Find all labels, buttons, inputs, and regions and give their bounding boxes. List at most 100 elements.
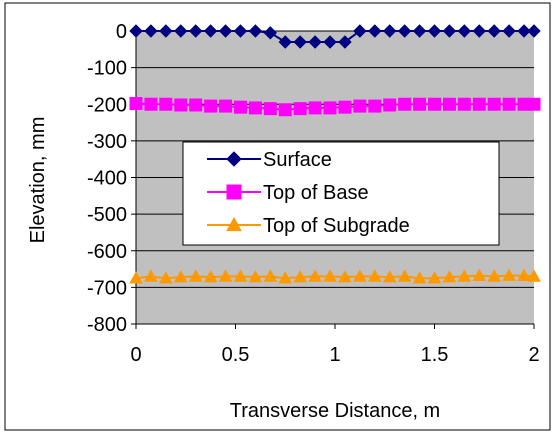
- legend-marker: [226, 184, 242, 200]
- data-point: [527, 97, 541, 111]
- legend-label: Surface: [263, 149, 332, 171]
- data-point: [248, 101, 262, 115]
- data-point: [233, 269, 248, 282]
- data-point: [248, 270, 263, 283]
- data-point: [382, 270, 397, 283]
- data-point: [188, 24, 203, 38]
- data-point: [502, 268, 516, 281]
- data-point: [472, 24, 486, 38]
- legend-label: Top of Subgrade: [263, 215, 410, 237]
- data-point: [442, 270, 457, 283]
- data-point: [204, 99, 218, 113]
- y-tick-label: -400: [87, 168, 127, 190]
- data-point: [338, 100, 352, 114]
- data-point: [308, 269, 322, 282]
- data-point: [263, 102, 277, 116]
- y-tick-label: -200: [87, 94, 127, 116]
- x-tick-label: 0.5: [222, 344, 250, 366]
- data-point: [293, 102, 307, 116]
- data-point: [472, 97, 486, 111]
- data-point: [233, 24, 248, 38]
- data-point: [278, 35, 292, 49]
- data-point: [233, 100, 247, 114]
- series-line: [136, 30, 534, 43]
- data-point: [527, 24, 541, 38]
- data-point: [218, 24, 233, 38]
- data-point: [129, 24, 143, 38]
- data-point: [129, 271, 143, 284]
- series-line: [135, 274, 535, 280]
- data-point: [487, 24, 501, 38]
- data-point: [218, 269, 233, 282]
- data-point: [412, 24, 427, 38]
- data-point: [457, 97, 471, 111]
- data-point: [278, 103, 292, 117]
- y-tick-label: -500: [87, 204, 127, 226]
- data-point: [278, 271, 293, 284]
- data-point: [308, 35, 322, 49]
- series-top-of-subgrade: [129, 268, 541, 284]
- y-tick-label: -100: [87, 58, 127, 80]
- data-point: [502, 24, 516, 38]
- data-point: [398, 97, 412, 111]
- data-point: [413, 97, 427, 111]
- data-point: [457, 24, 472, 38]
- legend-entry: Top of Subgrade: [207, 215, 410, 237]
- data-point: [323, 101, 337, 115]
- data-point: [487, 269, 502, 282]
- data-point: [174, 24, 188, 38]
- data-point: [323, 35, 337, 49]
- data-point: [367, 269, 382, 282]
- x-tick-label: 1: [329, 344, 340, 366]
- y-axis-title: Elevation, mm: [27, 117, 49, 244]
- y-tick-label: -300: [87, 131, 127, 153]
- data-point: [427, 24, 442, 38]
- legend-entry: Top of Base: [207, 182, 369, 204]
- x-tick-label: 0: [130, 344, 141, 366]
- data-point: [502, 97, 516, 111]
- y-tick-label: -600: [87, 241, 127, 263]
- data-point: [338, 35, 352, 49]
- legend-marker: [226, 151, 242, 167]
- data-point: [189, 98, 203, 112]
- data-point: [457, 269, 472, 282]
- data-point: [203, 270, 218, 283]
- series-line: [135, 102, 534, 111]
- data-point: [174, 98, 188, 112]
- data-point: [338, 270, 352, 283]
- data-point: [517, 24, 531, 38]
- legend-entry: Surface: [207, 149, 332, 171]
- y-tick-label: 0: [116, 21, 127, 43]
- series-surface: [129, 24, 541, 49]
- data-point: [472, 268, 487, 281]
- legend: Surface Top of Base Top of Subgrade: [182, 141, 500, 246]
- series-layer: [129, 24, 541, 284]
- data-point: [353, 269, 367, 282]
- data-point: [248, 24, 263, 38]
- data-point: [517, 268, 531, 281]
- data-point: [144, 24, 158, 38]
- series-top-of-base: [129, 97, 541, 117]
- data-point: [442, 97, 456, 111]
- y-tick-label: -800: [87, 314, 127, 336]
- data-point: [173, 270, 188, 283]
- legend-label: Top of Base: [263, 182, 369, 204]
- data-point: [397, 269, 412, 282]
- data-point: [144, 97, 158, 111]
- data-point: [129, 97, 143, 111]
- data-point: [293, 270, 308, 283]
- y-tick-label: -700: [87, 277, 127, 299]
- data-point: [383, 98, 397, 112]
- x-axis-title: Transverse Distance, m: [230, 400, 440, 422]
- legend-marker: [226, 216, 242, 232]
- data-point: [368, 24, 382, 38]
- data-point: [383, 24, 397, 38]
- x-tick-label: 2: [528, 344, 539, 366]
- data-point: [308, 101, 322, 115]
- data-point: [397, 24, 412, 38]
- data-point: [293, 35, 307, 49]
- data-point: [159, 97, 173, 111]
